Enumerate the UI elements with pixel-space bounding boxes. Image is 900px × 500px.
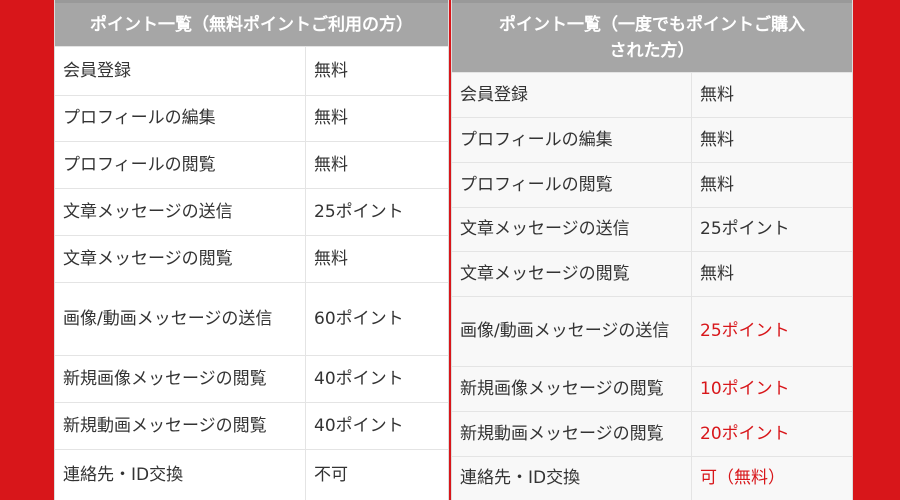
cost-cell: 可（無料） — [700, 468, 785, 488]
feature-cell: プロフィールの閲覧 — [452, 163, 692, 207]
cost-cell: 20ポイント — [700, 423, 790, 444]
table-row: プロフィールの編集 無料 — [452, 117, 852, 162]
table-row: プロフィールの閲覧 無料 — [55, 141, 448, 188]
cost-cell: 無料 — [314, 108, 348, 128]
feature-cell: 文章メッセージの送信 — [55, 189, 306, 235]
cost-cell: 無料 — [314, 154, 348, 175]
table-row: 新規画像メッセージの閲覧 40ポイント — [55, 355, 448, 402]
table-row: 新規動画メッセージの閲覧 20ポイント — [452, 411, 852, 456]
cost-cell: 無料 — [700, 129, 734, 150]
table-row: 会員登録 無料 — [452, 72, 852, 117]
feature-cell: 文章メッセージの閲覧 — [55, 236, 306, 282]
table-row: 画像/動画メッセージの送信 25ポイント — [452, 296, 852, 366]
cost-cell: 25ポイント — [314, 201, 404, 222]
cost-cell: 25ポイント — [700, 321, 790, 341]
table-row: プロフィールの編集 無料 — [55, 95, 448, 141]
feature-cell: 連絡先・ID交換 — [452, 457, 692, 500]
table-row: 会員登録 無料 — [55, 46, 448, 95]
cost-cell: 25ポイント — [700, 219, 790, 239]
cost-cell: 無料 — [314, 60, 348, 81]
table-header: ポイント一覧（無料ポイントご利用の方） — [55, 0, 448, 46]
free-points-table: ポイント一覧（無料ポイントご利用の方） 会員登録 無料 プロフィールの編集 無料 プロフ… — [54, 0, 449, 500]
cost-cell: 40ポイント — [314, 368, 404, 389]
feature-cell: 連絡先・ID交換 — [55, 450, 306, 500]
feature-cell: 新規動画メッセージの閲覧 — [55, 403, 306, 449]
feature-cell: 新規画像メッセージの閲覧 — [55, 356, 306, 402]
cost-cell: 無料 — [314, 248, 348, 269]
table-row: 文章メッセージの送信 25ポイント — [55, 188, 448, 235]
table-row: 文章メッセージの閲覧 無料 — [55, 235, 448, 282]
table-row: 連絡先・ID交換 不可 — [55, 449, 448, 500]
table-row: 文章メッセージの送信 25ポイント — [452, 207, 852, 251]
feature-cell: プロフィールの編集 — [55, 96, 306, 141]
feature-cell: プロフィールの編集 — [452, 118, 692, 162]
table-row: 文章メッセージの閲覧 無料 — [452, 251, 852, 296]
cost-cell: 60ポイント — [314, 308, 404, 329]
cost-cell: 10ポイント — [700, 378, 790, 399]
feature-cell: 文章メッセージの閲覧 — [452, 252, 692, 296]
feature-cell: プロフィールの閲覧 — [55, 142, 306, 188]
feature-cell: 新規動画メッセージの閲覧 — [452, 412, 692, 456]
table-header: ポイント一覧（一度でもポイントご購入された方） — [452, 0, 852, 72]
cost-cell: 無料 — [700, 263, 734, 284]
feature-cell: 画像/動画メッセージの送信 — [55, 283, 306, 355]
cost-cell: 不可 — [314, 464, 348, 485]
table-row: 新規動画メッセージの閲覧 40ポイント — [55, 402, 448, 449]
cost-cell: 無料 — [700, 84, 734, 105]
feature-cell: 文章メッセージの送信 — [452, 208, 692, 251]
feature-cell: 新規画像メッセージの閲覧 — [452, 367, 692, 411]
table-row: 新規画像メッセージの閲覧 10ポイント — [452, 366, 852, 411]
purchased-points-table: ポイント一覧（一度でもポイントご購入された方） 会員登録 無料 プロフィールの編集無… — [451, 0, 853, 500]
table-row: 連絡先・ID交換 可（無料） — [452, 456, 852, 500]
cost-cell: 無料 — [700, 174, 734, 195]
feature-cell: 会員登録 — [55, 47, 306, 95]
cost-cell: 40ポイント — [314, 415, 404, 436]
table-row: プロフィールの閲覧 無料 — [452, 162, 852, 207]
feature-cell: 画像/動画メッセージの送信 — [452, 297, 692, 366]
feature-cell: 会員登録 — [452, 73, 692, 117]
table-row: 画像/動画メッセージの送信 60ポイント — [55, 282, 448, 355]
